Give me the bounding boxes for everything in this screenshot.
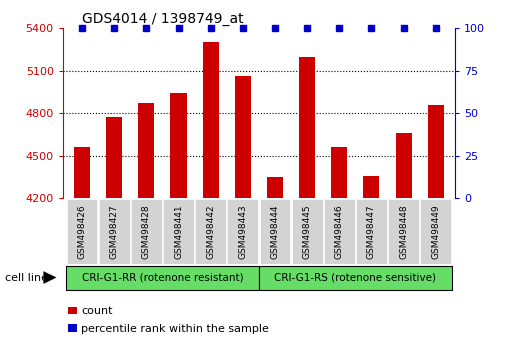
Text: GSM498448: GSM498448 — [399, 204, 408, 259]
Bar — [170, 93, 187, 354]
Text: cell line: cell line — [5, 273, 48, 282]
Text: GSM498444: GSM498444 — [270, 204, 279, 259]
Bar — [202, 42, 219, 354]
Text: GSM498427: GSM498427 — [110, 204, 119, 259]
Text: GSM498441: GSM498441 — [174, 204, 183, 259]
Bar — [138, 103, 154, 354]
Text: GSM498447: GSM498447 — [367, 204, 376, 259]
Text: GSM498443: GSM498443 — [238, 204, 247, 259]
Bar — [267, 177, 283, 354]
Bar — [74, 147, 90, 354]
Bar — [428, 105, 444, 354]
Text: GSM498442: GSM498442 — [206, 204, 215, 259]
Text: GSM498449: GSM498449 — [431, 204, 440, 259]
Bar — [363, 176, 380, 354]
Text: GDS4014 / 1398749_at: GDS4014 / 1398749_at — [83, 12, 244, 26]
Bar — [235, 76, 251, 354]
Bar — [395, 133, 412, 354]
Bar — [331, 147, 347, 354]
Text: GSM498426: GSM498426 — [77, 204, 86, 259]
Text: CRI-G1-RS (rotenone sensitive): CRI-G1-RS (rotenone sensitive) — [275, 273, 436, 282]
Text: GSM498446: GSM498446 — [335, 204, 344, 259]
Bar — [299, 57, 315, 354]
Text: count: count — [81, 306, 112, 316]
Text: percentile rank within the sample: percentile rank within the sample — [81, 324, 269, 333]
Text: GSM498445: GSM498445 — [303, 204, 312, 259]
Text: CRI-G1-RR (rotenone resistant): CRI-G1-RR (rotenone resistant) — [82, 273, 243, 282]
Text: GSM498428: GSM498428 — [142, 204, 151, 259]
Bar — [106, 117, 122, 354]
